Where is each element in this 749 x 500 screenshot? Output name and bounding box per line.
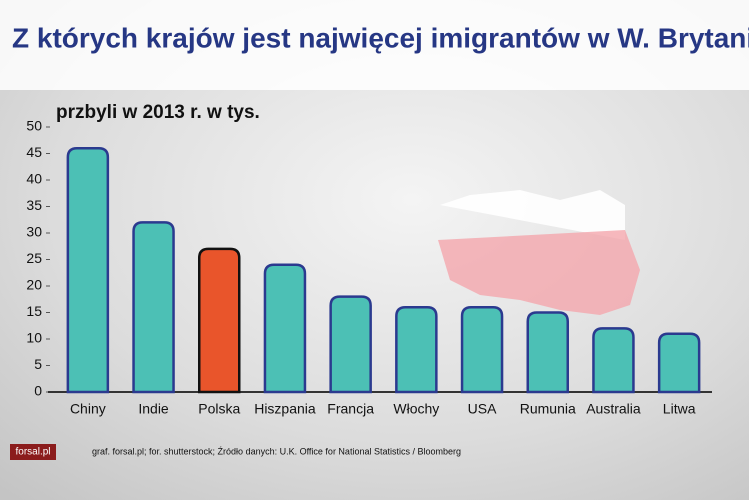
y-tick-label: 50 <box>26 118 42 134</box>
logo: forsal.pl <box>15 447 50 458</box>
bar <box>329 295 372 394</box>
y-tick-label: 40 <box>26 171 42 187</box>
bar <box>592 327 635 394</box>
x-tick-label: Indie <box>138 401 169 417</box>
bar <box>395 305 438 394</box>
y-tick-label: 20 <box>26 277 42 293</box>
logo-box <box>10 444 56 460</box>
bar <box>198 247 241 394</box>
x-tick-label: Polska <box>198 401 240 417</box>
chart-title: Z których krajów jest najwięcej imigrant… <box>12 22 749 53</box>
y-tick-label: 30 <box>26 224 42 240</box>
bar <box>526 311 569 394</box>
subtitle: przbyli w 2013 r. w tys. <box>56 102 260 123</box>
y-tick-label: 35 <box>26 197 42 213</box>
bar <box>132 221 175 394</box>
x-tick-label: Włochy <box>393 401 439 417</box>
x-tick-label: Australia <box>586 401 641 417</box>
x-tick-label: Litwa <box>663 401 696 417</box>
y-tick-label: 0 <box>34 383 42 399</box>
x-tick-label: USA <box>468 401 497 417</box>
x-tick-label: Hiszpania <box>254 401 316 417</box>
x-tick-label: Rumunia <box>520 401 576 417</box>
source: graf. forsal.pl; for. shutterstock; Źród… <box>92 446 461 456</box>
bar <box>657 332 701 394</box>
bar <box>66 146 110 394</box>
y-tick-label: 45 <box>26 144 42 160</box>
y-tick-label: 5 <box>34 356 42 372</box>
y-tick-label: 10 <box>26 330 42 346</box>
bar <box>263 263 307 394</box>
bar <box>460 305 504 394</box>
flag-white <box>440 190 625 240</box>
y-tick-label: 15 <box>26 303 42 319</box>
x-tick-label: Francja <box>327 401 374 417</box>
y-tick-label: 25 <box>26 250 42 266</box>
x-tick-label: Chiny <box>70 401 106 417</box>
header-band <box>0 0 749 90</box>
flag-red <box>438 230 640 315</box>
